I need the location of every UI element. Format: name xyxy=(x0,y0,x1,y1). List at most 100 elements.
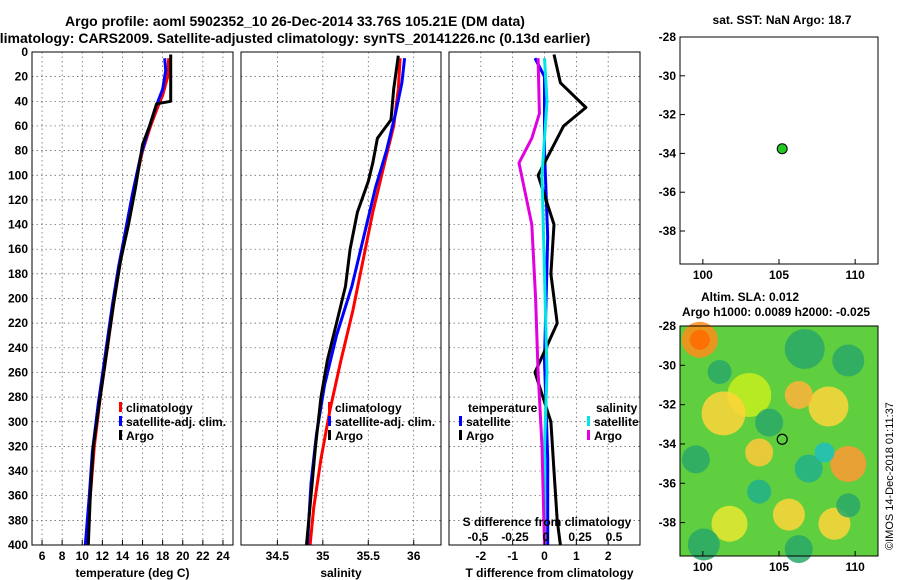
legend-swatch xyxy=(459,416,462,426)
x-tick-label: 110 xyxy=(845,560,865,574)
series-satellite-adj-clim- xyxy=(83,58,168,546)
legend-label: climatology xyxy=(335,401,402,415)
sla-blob xyxy=(830,446,867,482)
legend-swatch xyxy=(119,430,122,440)
argo-location-point xyxy=(776,143,788,155)
legend-label: satellite xyxy=(466,415,511,429)
series-argo xyxy=(86,54,173,546)
y-tick-label: -30 xyxy=(659,358,677,372)
y-tick-label: 180 xyxy=(8,267,28,281)
series-argo xyxy=(305,55,400,546)
y-tick-label: 40 xyxy=(15,94,29,108)
legend-swatch xyxy=(119,416,122,426)
y-tick-label: 340 xyxy=(8,464,28,478)
x-axis-label: salinity xyxy=(320,566,362,580)
x-tick-label: 34.5 xyxy=(266,549,290,563)
legend-differences: temperature salinitysatelliteArgosatellit… xyxy=(459,401,639,544)
x-tick-label: 18 xyxy=(156,549,170,563)
s-axis-label: S difference from climatology xyxy=(463,515,632,529)
legend-label: satellite-adj. clim. xyxy=(335,415,435,429)
sla-blob xyxy=(701,391,746,436)
x-tick-label: 8 xyxy=(59,549,66,563)
legend-label: Argo xyxy=(126,429,154,443)
argo-location-marker xyxy=(776,433,788,445)
map-title: sat. SST: NaN Argo: 18.7 xyxy=(713,13,852,27)
location-map-panel: 100 105 110 -28 -30 -32 -34 -36 -38 xyxy=(659,30,879,282)
sla-blob xyxy=(832,344,865,377)
credit: ©IMOS 14-Dec-2018 01:11:37 xyxy=(884,402,896,550)
legend-label: satellite-adj. clim. xyxy=(126,415,226,429)
y-tick-label: -38 xyxy=(659,224,677,238)
x-tick-label: 0 xyxy=(541,549,548,563)
y-tick-label: 400 xyxy=(8,538,28,552)
x-tick-label: 110 xyxy=(845,268,865,282)
x-tick-label: 1 xyxy=(573,549,580,563)
series-climatology xyxy=(308,58,402,546)
sla-blob xyxy=(772,498,805,531)
series-t-argo xyxy=(533,54,588,546)
sla-blob xyxy=(687,528,720,561)
sla-blob xyxy=(689,329,710,350)
x-tick-label: 100 xyxy=(693,560,713,574)
axes-frame xyxy=(240,51,442,546)
title-line-1: Argo profile: aoml 5902352_10 26-Dec-201… xyxy=(65,13,525,29)
y-tick-label: 240 xyxy=(8,341,28,355)
sla-blob xyxy=(681,445,710,474)
y-tick-label: 20 xyxy=(15,70,29,84)
x-tick-label: 105 xyxy=(769,268,789,282)
y-tick-label: -36 xyxy=(659,185,677,199)
x-tick-label: 20 xyxy=(176,549,190,563)
sla-blob xyxy=(707,360,732,384)
altimetry-panel: 100 105 110 -28 -30 -32 -34 -36 -38 xyxy=(659,319,879,574)
x-tick-label: 14 xyxy=(116,549,130,563)
sla-blob xyxy=(747,479,772,504)
temperature-panel: 6 8 10 12 14 16 18 20 22 24 temperature (deg C) xyxy=(31,51,234,580)
x-tick-label: 35 xyxy=(316,549,330,563)
s-tick-label: 0 xyxy=(543,530,550,544)
sla-blob xyxy=(814,442,835,463)
s-tick-label: -0.25 xyxy=(501,530,529,544)
x-tick-label: 2 xyxy=(605,549,612,563)
x-tick-label: 105 xyxy=(769,560,789,574)
s-tick-label: -0.5 xyxy=(468,530,489,544)
differences-panel: -2 -1 0 1 2 T difference from climatology xyxy=(448,51,641,580)
legend-label: climatology xyxy=(126,401,193,415)
series-climatology xyxy=(84,58,171,546)
legend-swatch xyxy=(587,416,590,426)
legend-swatch xyxy=(459,430,462,440)
x-tick-label: 12 xyxy=(96,549,110,563)
x-tick-label: 10 xyxy=(76,549,90,563)
y-tick-label: -28 xyxy=(659,30,677,44)
y-tick-label: 140 xyxy=(8,218,28,232)
x-tick-label: 35.5 xyxy=(357,549,381,563)
x-tick-label: 24 xyxy=(216,549,230,563)
y-tick-label: 120 xyxy=(8,193,28,207)
legend-label: satellite xyxy=(594,415,639,429)
y-tick-label: 60 xyxy=(15,119,29,133)
y-tick-label: -36 xyxy=(659,476,677,490)
y-tick-label: -38 xyxy=(659,516,677,530)
y-tick-label: -32 xyxy=(659,398,677,412)
sla-blob xyxy=(836,493,861,518)
legend-swatch xyxy=(587,430,590,440)
legend-label: Argo xyxy=(335,429,363,443)
sla-blob xyxy=(745,438,774,467)
axes-frame xyxy=(31,51,234,546)
s-tick-label: 0.25 xyxy=(568,530,592,544)
y-tick-label: -32 xyxy=(659,108,677,122)
x-tick-label: 6 xyxy=(39,549,46,563)
sla-blob xyxy=(794,454,823,483)
y-tick-label: 300 xyxy=(8,415,28,429)
y-tick-label: -34 xyxy=(659,437,677,451)
legend-label: Argo xyxy=(594,429,622,443)
y-tick-label: 160 xyxy=(8,242,28,256)
y-tick-label: 280 xyxy=(8,390,28,404)
salinity-panel: 34.5 35 35.5 36 salinity xyxy=(240,51,442,580)
sla-blob xyxy=(784,535,813,564)
series-s-satellite xyxy=(540,58,549,545)
sla-blob xyxy=(784,329,825,369)
x-tick-label: -2 xyxy=(475,549,486,563)
sla-blob xyxy=(784,381,813,409)
y-tick-label: 380 xyxy=(8,513,28,527)
